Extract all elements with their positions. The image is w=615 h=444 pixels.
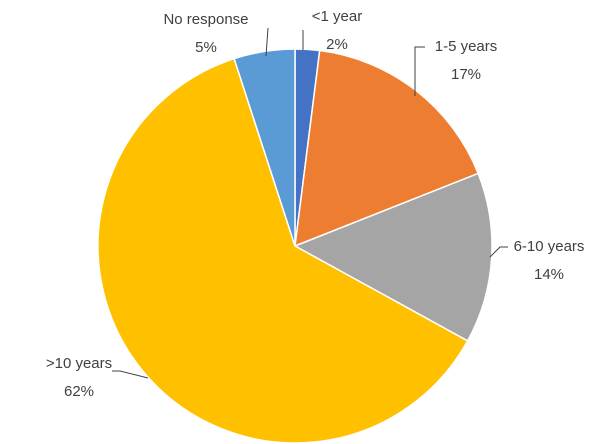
value-label: 14%: [534, 266, 564, 283]
leader-line: [414, 46, 425, 96]
category-label: 1-5 years: [435, 38, 498, 55]
leader-line: [265, 27, 269, 57]
leader-line: [112, 370, 149, 379]
category-label: <1 year: [312, 8, 362, 25]
leader-line: [489, 246, 508, 258]
category-label: 6-10 years: [514, 238, 585, 255]
pie-slice: [97, 57, 469, 444]
pie-slice: [294, 49, 480, 248]
value-label: 62%: [64, 383, 94, 400]
pie-slice: [293, 172, 493, 342]
value-label: 17%: [451, 66, 481, 83]
category-label: No response: [163, 11, 248, 28]
pie-slice: [233, 48, 296, 247]
category-label: >10 years: [46, 355, 112, 372]
value-label: 2%: [326, 36, 348, 53]
value-label: 5%: [195, 39, 217, 56]
